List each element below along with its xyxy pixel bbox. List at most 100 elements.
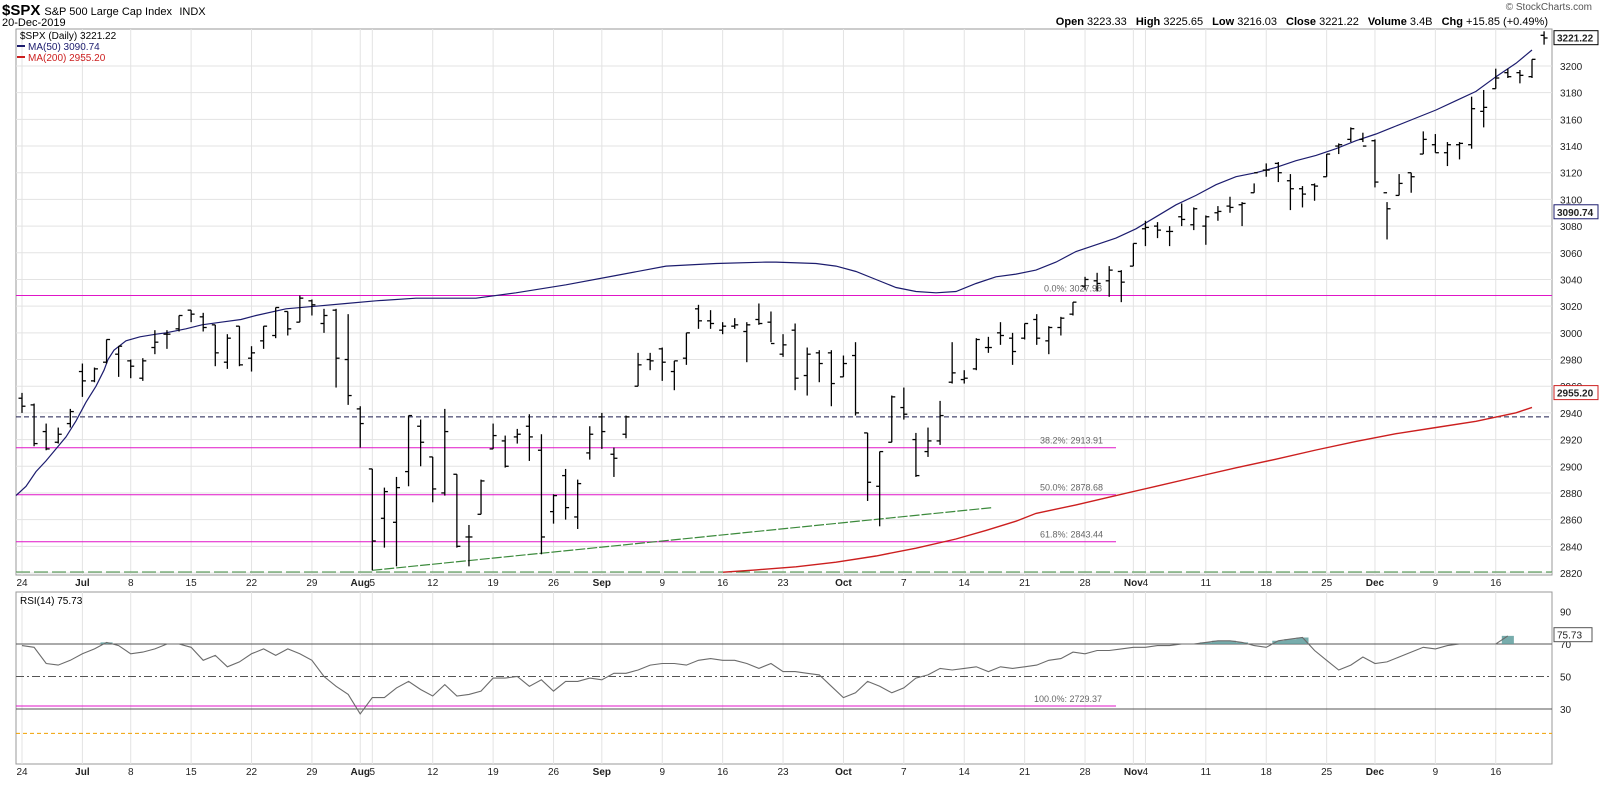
price-legend: $SPX (Daily) 3221.22 <box>20 31 117 42</box>
ohlc-bar <box>248 346 256 372</box>
chart-date: 20-Dec-2019 <box>2 17 66 29</box>
x-tick-label: Dec <box>1366 578 1385 589</box>
ohlc-bar <box>1298 186 1306 208</box>
rsi-x-tick-label: 16 <box>1490 767 1502 778</box>
rsi-x-tick-label: 24 <box>16 767 28 778</box>
ohlc-bar <box>441 408 449 496</box>
rsi-x-tick-label: 7 <box>901 767 907 778</box>
x-tick-label: Aug <box>351 578 370 589</box>
ohlc-bar <box>1190 207 1198 231</box>
ohlc-bar <box>996 322 1004 345</box>
rsi-x-tick-label: Nov <box>1124 767 1143 778</box>
ohlc-bar <box>525 414 533 461</box>
rsi-x-tick-label: Aug <box>351 767 370 778</box>
ohlc-bar <box>803 347 811 396</box>
rsi-tag: 75.73 <box>1553 627 1593 643</box>
ma200-legend: MA(200) 2955.20 <box>28 53 106 64</box>
rsi-x-tick-label: 29 <box>306 767 318 778</box>
ohlc-bar <box>743 322 751 363</box>
ohlc-bar <box>1359 132 1367 147</box>
ohlc-bar <box>42 423 50 451</box>
ohlc-bar <box>1057 316 1065 336</box>
rsi-panel-frame <box>15 591 1553 765</box>
price-panel: 24 Jul 8 15 22 29 Aug 5 12 19 26 Sep 9 16 23 Oct 7 14 21 28… <box>15 28 1599 589</box>
x-tick-label: Nov <box>1124 578 1143 589</box>
trendline <box>372 507 993 571</box>
rsi-y-tick-label: 90 <box>1560 608 1572 619</box>
ohlc-bar <box>1383 192 1391 240</box>
ohlc-bar <box>1335 143 1343 155</box>
y-tick-label: 3060 <box>1560 249 1583 260</box>
ma200-line <box>722 406 1533 573</box>
ma50-tag-text: 3090.74 <box>1557 208 1594 219</box>
ohlc-bar <box>127 359 135 379</box>
ohlc-bar <box>405 414 413 487</box>
x-tick-label: 5 <box>370 578 376 589</box>
ohlc-bar <box>1178 203 1186 227</box>
ohlc-bar <box>1045 326 1053 355</box>
ohlc-bar <box>1141 220 1149 247</box>
ohlc-bar <box>960 370 968 384</box>
ohlc-bar <box>453 473 461 548</box>
y-tick-label: 2900 <box>1560 462 1583 473</box>
rsi-x-tick-label: 18 <box>1261 767 1273 778</box>
ohlc-bar <box>936 400 944 445</box>
rsi-x-tick-label: 5 <box>370 767 376 778</box>
price-tag: 3221.22 <box>1553 30 1599 46</box>
x-tick-label: 22 <box>246 578 258 589</box>
ohlc-bar <box>1262 163 1270 177</box>
ohlc-bar <box>78 363 86 397</box>
ohlc-bar <box>477 479 485 515</box>
ohlc-bar <box>1202 215 1210 245</box>
ohlc-bar <box>1504 68 1512 79</box>
ohlc-bar <box>1033 314 1041 345</box>
low-value: 3216.03 <box>1237 16 1277 28</box>
ma50-tag-box <box>1553 204 1599 220</box>
ohlc-bar <box>368 468 376 571</box>
ohlc-bar <box>66 408 74 428</box>
rsi-tag-text: 75.73 <box>1557 631 1582 642</box>
ohlc-bar <box>876 450 884 527</box>
y-tick-label: 2880 <box>1560 489 1583 500</box>
fib-label: 50.0%: 2878.68 <box>1040 483 1103 493</box>
ma50-tag: 3090.74 <box>1553 204 1599 220</box>
ohlc-bar <box>356 406 364 448</box>
chg-label: Chg <box>1441 16 1463 28</box>
ohlc-bar <box>670 360 678 391</box>
close-value: 3221.22 <box>1319 16 1359 28</box>
y-tick-label: 2940 <box>1560 409 1583 420</box>
price-tag-box <box>1553 30 1599 46</box>
rsi-x-tick-label: 12 <box>427 767 439 778</box>
fib-label: 61.8%: 2843.44 <box>1040 530 1103 540</box>
ohlc-bar <box>1516 70 1524 84</box>
rsi-x-tick-label: Oct <box>835 767 852 778</box>
rsi-y-tick-label: 70 <box>1560 640 1572 651</box>
ohlc-bar <box>30 403 38 447</box>
ohlc-bar <box>755 303 763 325</box>
ohlc-bar <box>598 412 606 449</box>
ohlc-bar <box>622 415 630 439</box>
ohlc-bar <box>1311 183 1319 201</box>
ohlc-bar <box>694 304 702 329</box>
ohlc-bar <box>948 342 956 384</box>
y-tick-label: 2980 <box>1560 356 1583 367</box>
y-tick-label: 3020 <box>1560 302 1583 313</box>
rsi-y-tick-label: 30 <box>1560 705 1572 716</box>
ohlc-bar <box>1009 332 1017 365</box>
ohlc-bar <box>574 479 582 529</box>
x-tick-label: 23 <box>777 578 789 589</box>
rsi-x-tick-label: 15 <box>186 767 198 778</box>
ma50-legend: MA(50) 3090.74 <box>28 42 100 53</box>
low-label: Low <box>1212 16 1235 28</box>
ohlc-bar <box>344 314 352 405</box>
open-label: Open <box>1055 16 1084 28</box>
ohlc-bar <box>839 355 847 378</box>
y-tick-label: 3040 <box>1560 275 1583 286</box>
rsi-y-tick-label: 50 <box>1560 673 1572 684</box>
y-tick-label: 2860 <box>1560 516 1583 527</box>
x-tick-label: 21 <box>1019 578 1031 589</box>
y-tick-label: 3000 <box>1560 329 1583 340</box>
ohlc-bar <box>1395 174 1403 197</box>
rsi-tag-box <box>1553 627 1593 643</box>
y-tick-label: 2840 <box>1560 542 1583 553</box>
